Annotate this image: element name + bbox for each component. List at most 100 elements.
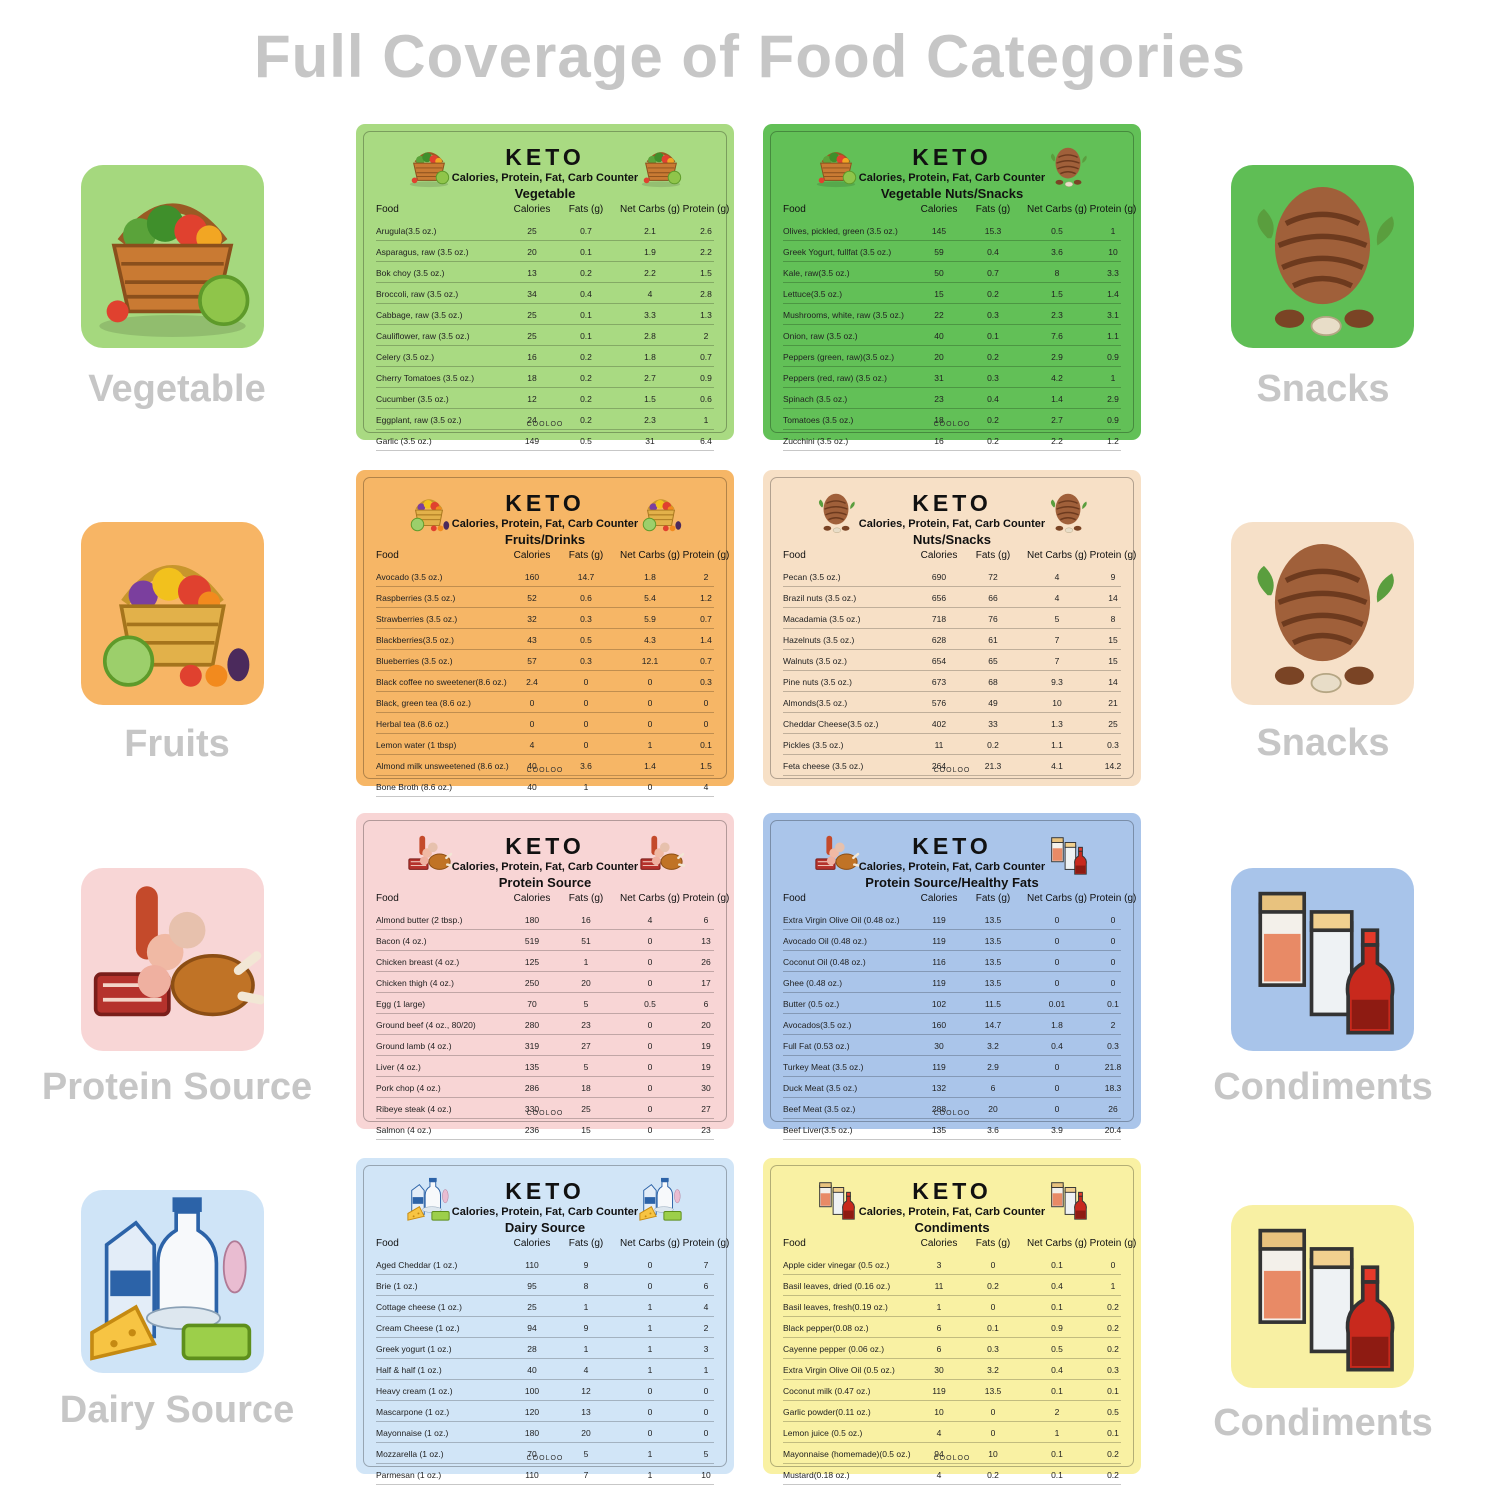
column-header: Food — [783, 550, 806, 561]
table-cell: 12 — [581, 1386, 591, 1396]
table-row: Beef Liver(3.5 oz.) 135 3.6 3.9 20.4 — [783, 1119, 1121, 1140]
table-row: Mozzarella (1 oz.) 70 5 1 5 — [376, 1443, 714, 1464]
protein-source-category-tile[interactable] — [81, 868, 264, 1051]
table-cell: 0 — [647, 1125, 653, 1135]
table-cell: 0.5 — [580, 436, 592, 446]
table-cell: 0.5 — [1051, 226, 1063, 236]
table-cell: 2.2 — [644, 268, 656, 278]
condiment-bottles-icon — [1041, 831, 1095, 879]
table-cell: 2.3 — [1051, 310, 1063, 320]
table-row: Spinach (3.5 oz.) 23 0.4 1.4 2.9 — [783, 388, 1121, 409]
table-cell: 0 — [583, 740, 589, 750]
snacks-category-tile[interactable] — [1231, 165, 1414, 348]
table-cell: 7.6 — [1051, 331, 1063, 341]
table-cell: Mayonnaise (homemade)(0.5 oz.) — [783, 1449, 911, 1459]
table-cell: 2.7 — [644, 373, 656, 383]
table-cell: Beef Liver(3.5 oz.) — [783, 1125, 853, 1135]
table-cell: 3 — [703, 1344, 709, 1354]
table-row: Pecan (3.5 oz.) 690 72 4 9 — [783, 566, 1121, 587]
table-cell: 1 — [647, 1470, 653, 1480]
table-row: Ground beef (4 oz., 80/20) 280 23 0 20 — [376, 1014, 714, 1035]
fruits-category-tile[interactable] — [81, 522, 264, 705]
meat-platter-icon — [81, 868, 264, 1051]
table-cell: 0 — [647, 1281, 653, 1291]
table-cell: Pork chop (4 oz.) — [376, 1083, 441, 1093]
card-category: Protein Source/Healthy Fats — [865, 875, 1039, 890]
table-row: Cherry Tomatoes (3.5 oz.) 18 0.2 2.7 0.9 — [376, 367, 714, 388]
card-heading: KETO — [912, 144, 992, 170]
table-cell: 2.7 — [1051, 415, 1063, 425]
card-subtitle: Calories, Protein, Fat, Carb Counter — [451, 861, 639, 873]
table-cell: 0 — [703, 1407, 709, 1417]
table-cell: Bacon (4 oz.) — [376, 936, 427, 946]
column-header: Protein (g) — [682, 204, 730, 215]
table-cell: 4 — [703, 782, 709, 792]
table-cell: Egg (1 large) — [376, 999, 426, 1009]
table-cell: 2.6 — [700, 226, 712, 236]
table-cell: Pecan (3.5 oz.) — [783, 572, 841, 582]
table-cell: 61 — [988, 635, 998, 645]
table-cell: 110 — [525, 1470, 539, 1480]
table-cell: 18 — [527, 373, 537, 383]
table-cell: 1 — [703, 1365, 709, 1375]
table-cell: 0 — [583, 719, 589, 729]
table-cell: 18 — [934, 415, 944, 425]
table-cell: 2 — [703, 1323, 709, 1333]
snacks-category-tile[interactable] — [1231, 522, 1414, 705]
table-cell: 94 — [934, 1449, 944, 1459]
condiments-category-tile[interactable] — [1231, 1205, 1414, 1388]
table-cell: 0 — [1110, 1260, 1116, 1270]
table-cell: 0 — [990, 1302, 996, 1312]
table-cell: 0 — [1110, 915, 1116, 925]
table-cell: 0.1 — [1051, 1386, 1063, 1396]
table-cell: 9 — [583, 1323, 589, 1333]
table-row: Cottage cheese (1 oz.) 25 1 1 4 — [376, 1296, 714, 1317]
column-header: Net Carbs (g) — [619, 1238, 680, 1249]
table-cell: 1 — [647, 1365, 653, 1375]
table-row: Broccoli, raw (3.5 oz.) 34 0.4 4 2.8 — [376, 283, 714, 304]
table-cell: 30 — [934, 1365, 944, 1375]
table-cell: Chicken thigh (4 oz.) — [376, 978, 454, 988]
table-cell: 0.1 — [1051, 1302, 1063, 1312]
table-cell: 4 — [1054, 572, 1060, 582]
table-cell: 110 — [525, 1260, 539, 1270]
table-cell: 70 — [527, 999, 537, 1009]
table-row: Cucumber (3.5 oz.) 12 0.2 1.5 0.6 — [376, 388, 714, 409]
table-cell: 0 — [647, 957, 653, 967]
table-cell: Avocados(3.5 oz.) — [783, 1020, 852, 1030]
table-cell: Half & half (1 oz.) — [376, 1365, 442, 1375]
table-row: Blackberries(3.5 oz.) 43 0.5 4.3 1.4 — [376, 629, 714, 650]
table-cell: 8 — [1054, 268, 1060, 278]
table-cell: 402 — [931, 719, 947, 729]
table-cell: 119 — [932, 1386, 946, 1396]
condiments-category-tile[interactable] — [1231, 868, 1414, 1051]
brand-label: COOLOO — [933, 1455, 971, 1462]
table-cell: 50 — [934, 268, 944, 278]
condiments-keto-card: KETO Calories, Protein, Fat, Carb Counter… — [763, 1158, 1141, 1485]
table-row: Strawberries (3.5 oz.) 32 0.3 5.9 0.7 — [376, 608, 714, 629]
table-row: Ground lamb (4 oz.) 319 27 0 19 — [376, 1035, 714, 1056]
table-row: Ghee (0.48 oz.) 119 13.5 0 0 — [783, 972, 1121, 993]
table-cell: 0.4 — [987, 394, 999, 404]
column-header: Calories — [513, 893, 551, 904]
table-cell: 27 — [701, 1104, 711, 1114]
table-cell: 2.8 — [644, 331, 656, 341]
vegetable-category-tile[interactable] — [81, 165, 264, 348]
table-cell: 1.2 — [1107, 436, 1119, 446]
table-cell: 4 — [1054, 593, 1060, 603]
table-cell: 0 — [703, 1386, 709, 1396]
table-cell: 0.7 — [700, 656, 712, 666]
table-cell: 6 — [703, 1281, 709, 1291]
vegetable-nuts-snacks-keto-card: KETO Calories, Protein, Fat, Carb Counter… — [763, 124, 1141, 451]
table-cell: Ground lamb (4 oz.) — [376, 1041, 452, 1051]
table-cell: 0 — [1054, 1062, 1060, 1072]
column-header: Calories — [920, 550, 958, 561]
table-row: Mustard(0.18 oz.) 4 0.2 0.1 0.2 — [783, 1464, 1121, 1485]
table-cell: 6 — [703, 915, 709, 925]
table-cell: 10 — [701, 1470, 711, 1480]
table-cell: Blackberries(3.5 oz.) — [376, 635, 454, 645]
table-cell: 51 — [581, 936, 591, 946]
table-cell: Garlic (3.5 oz.) — [376, 436, 432, 446]
dairy-source-category-tile[interactable] — [81, 1190, 264, 1373]
table-cell: 5 — [1054, 614, 1060, 624]
